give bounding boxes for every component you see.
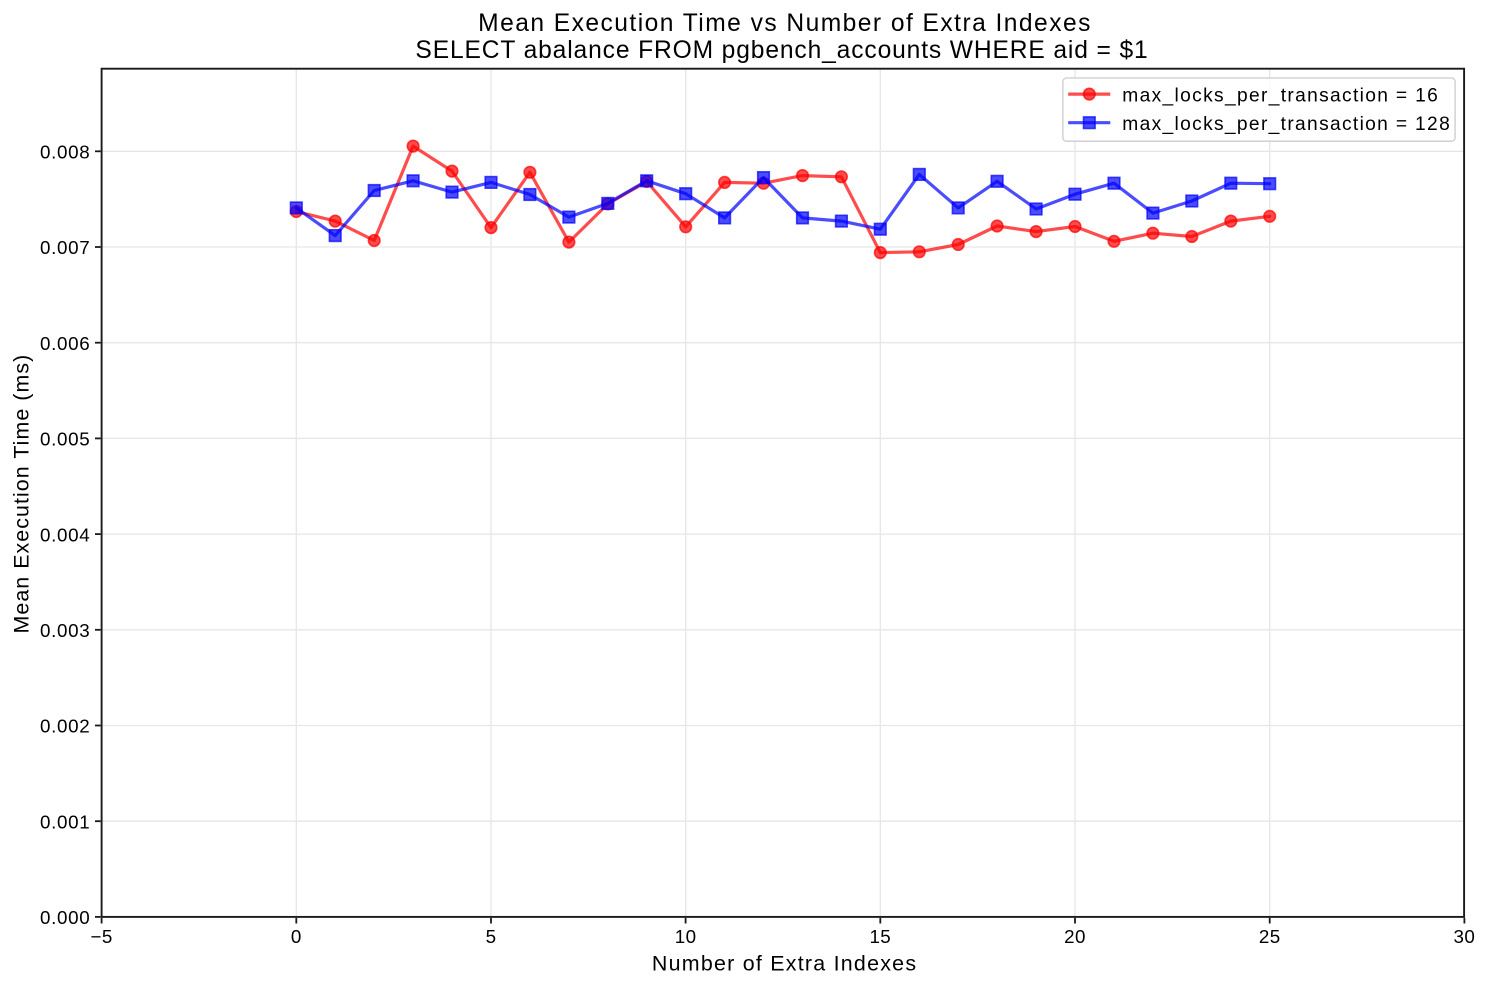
- svg-text:max_locks_per_transaction = 12: max_locks_per_transaction = 128: [1122, 114, 1451, 135]
- svg-text:0.001: 0.001: [40, 811, 90, 832]
- svg-text:0.002: 0.002: [40, 716, 90, 737]
- svg-text:SELECT abalance FROM pgbench_a: SELECT abalance FROM pgbench_accounts WH…: [415, 37, 1148, 64]
- svg-text:0.003: 0.003: [40, 620, 90, 641]
- svg-text:0.007: 0.007: [40, 237, 90, 258]
- svg-text:15: 15: [869, 926, 891, 947]
- svg-text:Mean Execution Time (ms): Mean Execution Time (ms): [10, 354, 34, 634]
- svg-text:10: 10: [675, 926, 697, 947]
- svg-text:25: 25: [1259, 926, 1281, 947]
- svg-text:0: 0: [291, 926, 302, 947]
- svg-text:0.000: 0.000: [40, 907, 90, 928]
- svg-text:max_locks_per_transaction = 16: max_locks_per_transaction = 16: [1122, 86, 1439, 107]
- svg-text:0.006: 0.006: [40, 333, 90, 354]
- svg-text:Mean Execution Time vs Number: Mean Execution Time vs Number of Extra I…: [478, 10, 1092, 37]
- svg-text:20: 20: [1064, 926, 1086, 947]
- svg-text:−5: −5: [90, 926, 112, 947]
- svg-text:Number of Extra Indexes: Number of Extra Indexes: [652, 952, 917, 976]
- svg-text:0.005: 0.005: [40, 429, 90, 450]
- svg-text:5: 5: [486, 926, 497, 947]
- svg-text:0.008: 0.008: [40, 142, 90, 163]
- svg-text:0.004: 0.004: [40, 524, 90, 545]
- svg-text:30: 30: [1454, 926, 1476, 947]
